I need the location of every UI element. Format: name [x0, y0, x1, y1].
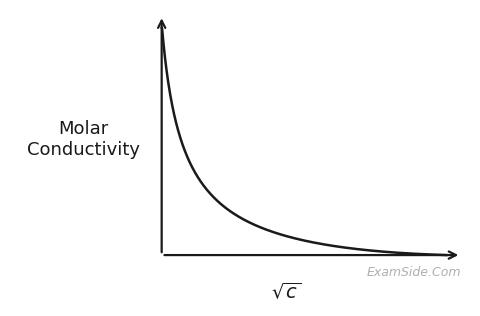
Text: $\sqrt{c}$: $\sqrt{c}$ [271, 281, 301, 302]
Text: ExamSide.Com: ExamSide.Com [367, 266, 461, 279]
Text: Molar
Conductivity: Molar Conductivity [27, 120, 140, 159]
